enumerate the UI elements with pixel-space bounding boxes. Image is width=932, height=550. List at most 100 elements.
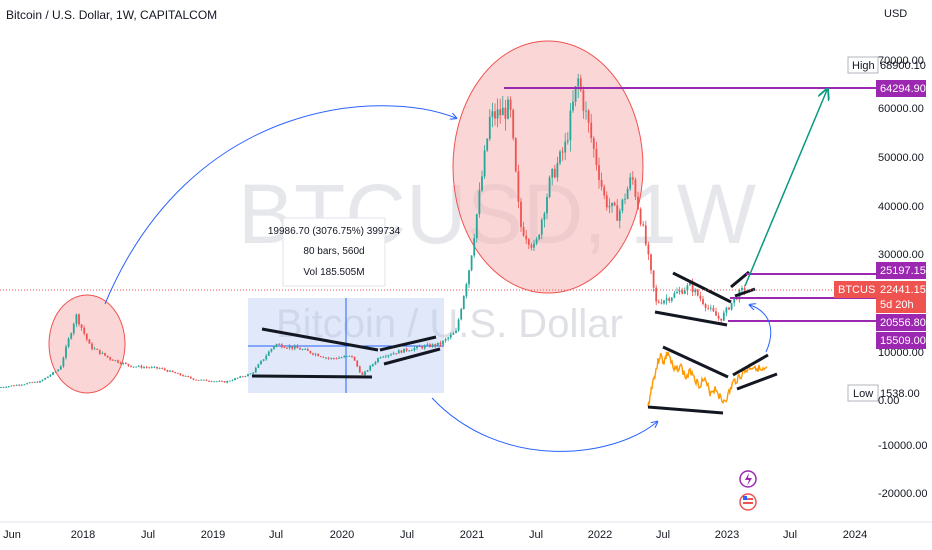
candle-body: [384, 356, 387, 358]
candle-body: [743, 288, 746, 291]
candle-body: [119, 362, 122, 364]
candle-body: [195, 379, 197, 381]
candle-body: [275, 344, 278, 347]
candle-body: [704, 304, 707, 308]
candle-body: [429, 344, 431, 347]
measure-line-3: Vol 185.505M: [303, 267, 364, 278]
price-tick: 0.00: [878, 395, 899, 407]
candle-body: [608, 206, 611, 208]
candle-body: [338, 357, 340, 359]
circle-2021-top: [452, 40, 644, 294]
candle-body: [629, 177, 632, 189]
projection-arrow: [744, 90, 827, 287]
candle-body: [444, 338, 447, 341]
candle-body: [257, 364, 260, 368]
candle-body: [548, 177, 551, 197]
candle-body: [733, 297, 736, 303]
candle-body: [678, 290, 681, 292]
candle-body: [410, 350, 413, 351]
candle-body: [382, 356, 385, 358]
candle-body: [304, 349, 307, 350]
target-tag: [876, 80, 926, 97]
candle-body: [496, 109, 499, 119]
candle-body: [579, 78, 582, 91]
candle-body: [166, 370, 169, 372]
candle-body: [657, 301, 660, 303]
candle-body: [345, 356, 348, 357]
candle-body: [314, 353, 317, 355]
low-value: 1538.00: [880, 388, 920, 400]
fractal-upper-left: [662, 345, 729, 379]
candle-body: [397, 350, 400, 354]
candle-body: [634, 179, 637, 197]
candle-body: [696, 289, 699, 296]
candle-body: [215, 381, 218, 383]
time-tick: 2022: [588, 529, 612, 541]
candle-body: [371, 364, 374, 366]
candle-body: [369, 365, 372, 371]
trendline-2022-lower: [654, 310, 728, 327]
candle-body: [741, 288, 743, 291]
candle-body: [262, 359, 265, 361]
candle-body: [231, 380, 234, 381]
candle-body: [416, 346, 418, 349]
candle-body: [96, 348, 99, 350]
candle-body: [561, 151, 564, 153]
candle-body: [135, 366, 138, 368]
price-tick: 70000.00: [878, 55, 924, 67]
trendline-2020-upper: [379, 335, 437, 352]
candle-body: [273, 346, 275, 349]
candle-body: [218, 381, 221, 382]
candle-body: [210, 381, 213, 383]
candle-body: [301, 349, 304, 351]
candle-body: [31, 382, 34, 384]
fractal-upper-right: [732, 353, 769, 377]
curved-arrow-bottom: [431, 397, 657, 452]
low2-tag: [876, 332, 926, 349]
candle-body: [109, 357, 112, 360]
candle-body: [288, 346, 291, 348]
curved-arrow-top: [104, 105, 456, 305]
candle-body: [616, 205, 619, 221]
fractal-lower: [647, 405, 724, 415]
chart-title: Bitcoin / U.S. Dollar, 1W, CAPITALCOM: [6, 8, 218, 22]
candle-body: [655, 287, 658, 302]
trendline-2019-upper: [261, 327, 379, 352]
candle-body: [184, 375, 187, 377]
time-tick: Jul: [269, 529, 283, 541]
candle-body: [660, 302, 663, 304]
candle-body: [546, 196, 548, 214]
target-value: 64294.90: [880, 83, 926, 95]
candle-body: [447, 337, 450, 339]
candle-body: [527, 239, 530, 245]
candle-body: [504, 107, 507, 119]
time-tick: Jul: [529, 529, 543, 541]
candle-body: [491, 111, 494, 117]
candle-body: [507, 99, 509, 119]
candle-body: [5, 387, 8, 388]
candle-body: [605, 195, 608, 208]
time-tick: Jun: [3, 529, 21, 541]
candle-body: [205, 379, 208, 381]
time-tick: 2020: [330, 529, 354, 541]
time-axis[interactable]: Jun 2018 Jul 2019 Jul 2020 Jul 2021 Jul 2022 Jul 20…: [3, 529, 867, 541]
candle-body: [283, 347, 286, 349]
candle-body: [650, 254, 652, 271]
candle-body: [299, 348, 301, 350]
candle-body: [148, 367, 151, 369]
candle-body: [223, 381, 226, 383]
candle-body: [101, 353, 104, 354]
upper-value: 25197.15: [880, 265, 926, 277]
lower-value: 20556.80: [880, 317, 926, 329]
candle-body: [624, 198, 626, 200]
price-tags: High 68900.10 64294.90 25197.15 BTCUSD 2…: [834, 56, 926, 402]
candle-body: [156, 366, 158, 369]
candle-body: [712, 307, 715, 312]
candle-body: [595, 148, 598, 166]
candle-body: [254, 367, 257, 373]
candle-body: [23, 384, 26, 386]
candle-body: [670, 297, 673, 301]
candle-body: [28, 382, 31, 384]
candle-body: [202, 379, 205, 381]
